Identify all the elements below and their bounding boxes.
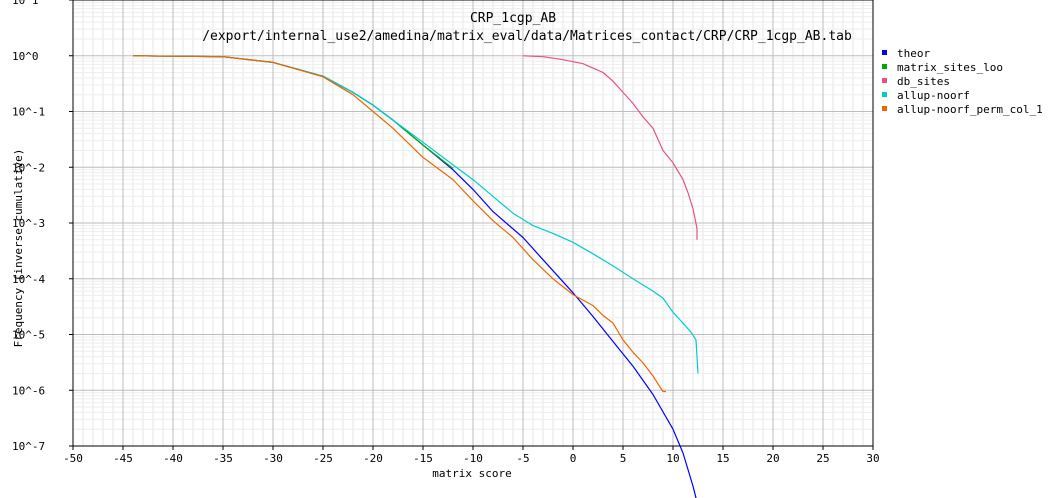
x-axis-label: matrix score	[432, 467, 511, 480]
y-axis-ticks: 10^1 10^0 10^-1 10^-2 10^-3 10^-4 10^-5 10^-6 10…	[12, 0, 73, 453]
x-tick-label: -5	[516, 452, 529, 465]
x-tick-label: 10	[666, 452, 679, 465]
series-layer	[132, 55, 699, 498]
x-tick-label: 30	[866, 452, 879, 465]
x-tick-label: -50	[63, 452, 83, 465]
series-line-db-sites	[522, 55, 698, 240]
legend-marker	[882, 64, 887, 69]
series-line-allup-noorf-perm-col-1	[132, 55, 666, 393]
x-tick-label: 20	[766, 452, 779, 465]
y-tick-label: 10^-4	[12, 273, 45, 286]
y-tick-label: 10^-5	[12, 329, 45, 342]
legend-label: matrix_sites_loo	[897, 61, 1003, 74]
x-axis-ticks: -50 -45 -40 -35 -30 -25 -20 -15 -10 -5 0 5 10 15 20 25 3…	[63, 446, 880, 465]
legend-label: allup-noorf	[897, 89, 970, 102]
x-tick-label: -15	[413, 452, 433, 465]
y-tick-label: 10^-7	[12, 440, 45, 453]
y-tick-label: 10^0	[12, 50, 39, 63]
x-tick-label: 5	[620, 452, 627, 465]
x-tick-label: 15	[716, 452, 729, 465]
chart-title: CRP_1cgp_AB	[470, 11, 556, 26]
x-tick-label: -20	[363, 452, 383, 465]
legend-marker	[882, 78, 887, 83]
legend: theormatrix_sites_loodb_sitesallup-noorf…	[882, 47, 1043, 116]
y-tick-label: 10^-1	[12, 106, 45, 119]
series-line-allup-noorf	[132, 55, 699, 374]
legend-marker	[882, 50, 887, 55]
legend-label: allup-noorf_perm_col_1	[897, 103, 1043, 116]
x-tick-label: -40	[163, 452, 183, 465]
legend-label: theor	[897, 47, 930, 60]
x-tick-label: 25	[816, 452, 829, 465]
chart-subtitle: /export/internal_use2/amedina/matrix_eva…	[202, 29, 852, 44]
x-tick-label: -10	[463, 452, 483, 465]
legend-label: db_sites	[897, 75, 950, 88]
x-tick-label: -25	[313, 452, 333, 465]
legend-marker	[882, 106, 887, 111]
y-tick-label: 10^1	[12, 0, 39, 7]
x-tick-label: -35	[213, 452, 233, 465]
x-tick-label: -30	[263, 452, 283, 465]
legend-marker	[882, 92, 887, 97]
x-tick-label: -45	[113, 452, 133, 465]
y-tick-label: 10^-3	[12, 217, 45, 230]
major-grid	[72, 0, 874, 447]
y-axis-label: Frequency (inverse cumulative)	[12, 149, 25, 348]
x-tick-label: 0	[570, 452, 577, 465]
y-tick-label: 10^-6	[12, 384, 45, 397]
y-tick-label: 10^-2	[12, 161, 45, 174]
